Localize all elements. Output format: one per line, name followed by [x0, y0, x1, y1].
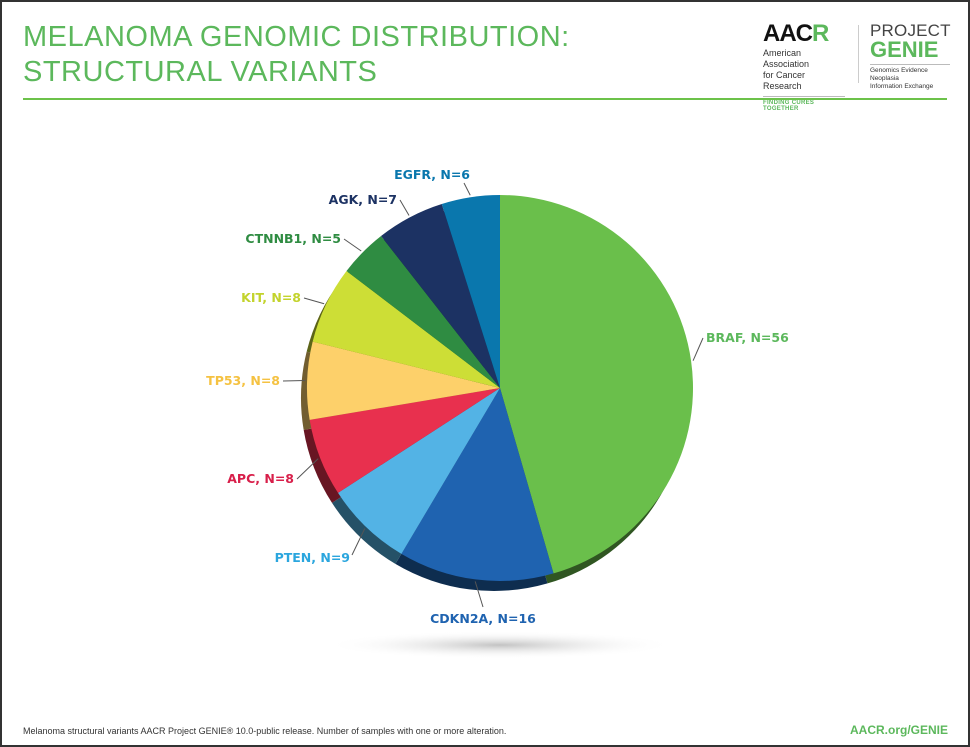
- slice-agk: [381, 203, 500, 388]
- aacr-wordmark: AACR: [763, 20, 829, 47]
- label-ctnnb1: CTNNB1, N=5: [245, 231, 341, 246]
- aacr-name: American Association for Cancer Research: [763, 48, 810, 91]
- title-line-1: MELANOMA GENOMIC DISTRIBUTION:: [23, 21, 570, 53]
- leader-line: [399, 199, 410, 216]
- label-pten: PTEN, N=9: [275, 550, 350, 565]
- pie-slices: [306, 195, 694, 581]
- pie-floor-shadow: [325, 631, 675, 659]
- slice-cdkn2a: [401, 388, 554, 581]
- aacr-tagline: FINDING CURES TOGETHER: [763, 100, 815, 112]
- slice-braf: [500, 195, 694, 574]
- genie-link[interactable]: AACR.org/GENIE: [849, 723, 948, 737]
- genie-logo: PROJECT GENIE Genomics Evidence Neoplasi…: [870, 21, 951, 91]
- leader-line: [303, 297, 325, 305]
- label-apc: APC, N=8: [227, 471, 294, 486]
- slice-ctnnb1: [346, 236, 500, 388]
- pie-leader-lines: [282, 182, 704, 608]
- label-cdkn2a: CDKN2A, N=16: [430, 611, 536, 626]
- genie-wordmark: GENIE: [870, 37, 939, 62]
- leader-line: [343, 238, 362, 252]
- title-line-2: STRUCTURAL VARIANTS: [23, 56, 378, 88]
- logo-divider: [858, 25, 859, 83]
- footnote: Melanoma structural variants AACR Projec…: [23, 726, 507, 736]
- header-rule: [23, 98, 947, 100]
- slice-tp53: [306, 341, 500, 420]
- label-kit: KIT, N=8: [241, 290, 301, 305]
- label-tp53: TP53, N=8: [206, 373, 280, 388]
- aacr-logo: AACR American Association for Cancer Res…: [763, 22, 845, 112]
- slice-kit: [312, 270, 500, 388]
- pie-labels: BRAF, N=56 CDKN2A, N=16 PTEN, N=9 APC, N=8 T…: [206, 167, 789, 626]
- slice-egfr: [441, 195, 500, 388]
- label-agk: AGK, N=7: [329, 192, 397, 207]
- label-braf: BRAF, N=56: [706, 330, 789, 345]
- leader-line: [474, 581, 484, 608]
- leader-line: [351, 528, 366, 556]
- genie-subtitle: Genomics Evidence Neoplasia Information …: [870, 67, 934, 90]
- page-title: MELANOMA GENOMIC DISTRIBUTION: STRUCTURA…: [23, 20, 570, 90]
- label-egfr: EGFR, N=6: [394, 167, 470, 182]
- leader-line: [692, 337, 704, 361]
- genie-project-text: PROJECT: [870, 21, 951, 40]
- slice-pten: [338, 388, 500, 554]
- slice-apc: [309, 388, 500, 493]
- leader-line: [463, 182, 471, 196]
- leader-line: [296, 458, 319, 480]
